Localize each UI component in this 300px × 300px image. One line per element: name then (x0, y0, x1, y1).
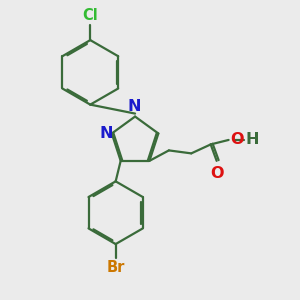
Text: N: N (128, 99, 141, 114)
Text: O: O (210, 166, 224, 181)
Text: Br: Br (106, 260, 125, 275)
Text: N: N (100, 126, 113, 141)
Text: H: H (246, 132, 259, 147)
Text: O: O (230, 132, 244, 147)
Text: Cl: Cl (82, 8, 98, 23)
